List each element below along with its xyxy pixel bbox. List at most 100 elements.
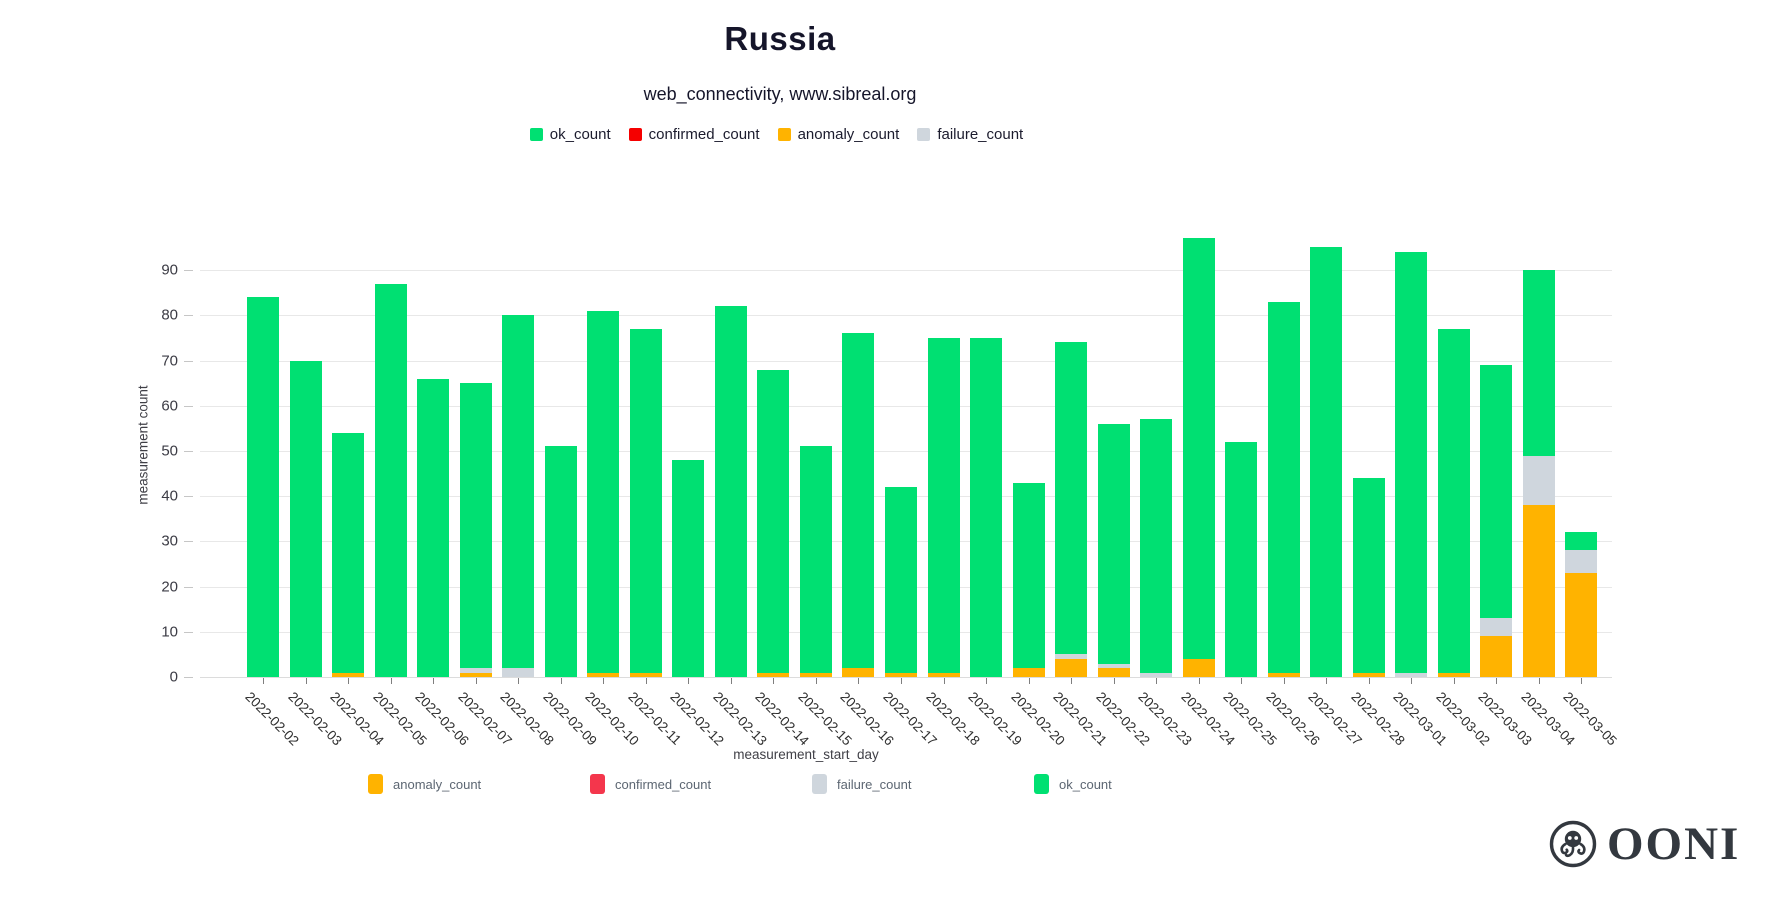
anomaly_count-segment[interactable]: [799, 672, 832, 677]
bar-2022-02-09[interactable]: [544, 446, 577, 677]
bar-2022-02-12[interactable]: [672, 459, 705, 677]
bar-2022-02-21[interactable]: [1055, 342, 1088, 677]
ok_count-segment[interactable]: [289, 360, 322, 677]
bar-2022-02-17[interactable]: [885, 487, 917, 677]
x-tick-mark: [263, 678, 264, 684]
top-legend: ok_count confirmed_count anomaly_count fail…: [0, 126, 1553, 143]
failure_count-segment[interactable]: [1395, 672, 1428, 677]
bar-2022-03-04[interactable]: [1522, 270, 1555, 677]
ok_count-segment[interactable]: [1565, 532, 1598, 551]
ok_count-segment[interactable]: [502, 315, 535, 668]
bar-2022-02-05[interactable]: [374, 283, 407, 677]
bar-2022-02-18[interactable]: [927, 337, 960, 677]
bar-2022-02-04[interactable]: [332, 432, 365, 677]
ok_count-segment[interactable]: [1055, 342, 1088, 655]
anomaly_count-segment[interactable]: [629, 672, 662, 677]
failure_count-segment[interactable]: [502, 668, 535, 677]
anomaly_count-segment[interactable]: [459, 672, 492, 677]
failure_count-segment[interactable]: [459, 668, 492, 673]
failure_count-segment[interactable]: [1565, 550, 1598, 573]
bar-2022-03-03[interactable]: [1480, 365, 1513, 677]
anomaly_count-segment[interactable]: [1012, 668, 1045, 677]
bar-2022-02-06[interactable]: [417, 378, 450, 677]
ok_count-segment[interactable]: [714, 306, 747, 677]
x-tick-mark: [1071, 678, 1073, 684]
x-tick-mark: [1156, 678, 1158, 684]
bar-2022-03-01[interactable]: [1395, 252, 1428, 677]
ok_count-segment[interactable]: [1267, 301, 1300, 673]
anomaly_count-segment[interactable]: [1267, 672, 1300, 677]
ok_count-segment[interactable]: [1182, 238, 1215, 659]
bar-2022-02-19[interactable]: [970, 337, 1002, 677]
anomaly_count-segment[interactable]: [927, 672, 960, 677]
chart-title: Russia: [724, 20, 836, 57]
bar-2022-02-23[interactable]: [1140, 419, 1173, 677]
failure_count-segment[interactable]: [1480, 618, 1513, 637]
failure_count-segment[interactable]: [1055, 654, 1088, 659]
anomaly_count-segment[interactable]: [1182, 658, 1215, 677]
bar-2022-02-11[interactable]: [629, 328, 662, 677]
ok_count-segment[interactable]: [1012, 482, 1045, 668]
bar-2022-02-28[interactable]: [1352, 478, 1385, 677]
ok_count-segment[interactable]: [1480, 365, 1513, 619]
ok_count-segment[interactable]: [544, 446, 577, 677]
ok_count-segment[interactable]: [587, 310, 620, 673]
ok_count-segment[interactable]: [1437, 328, 1470, 673]
failure_count-segment[interactable]: [1522, 455, 1555, 506]
bar-2022-02-26[interactable]: [1267, 301, 1300, 677]
anomaly_count-segment[interactable]: [1097, 668, 1130, 677]
ok_count-segment[interactable]: [970, 337, 1002, 677]
ok_count-segment[interactable]: [927, 337, 960, 673]
bar-2022-02-25[interactable]: [1225, 441, 1258, 677]
ok_count-segment[interactable]: [1310, 247, 1343, 677]
x-tick-mark: [560, 678, 562, 684]
bar-2022-02-22[interactable]: [1097, 423, 1130, 677]
ok_count-segment[interactable]: [842, 333, 875, 668]
bar-2022-02-27[interactable]: [1310, 247, 1343, 677]
ok_count-segment[interactable]: [417, 378, 450, 677]
ok_count-segment[interactable]: [247, 297, 279, 677]
bar-2022-03-05[interactable]: [1565, 532, 1598, 677]
ok_count-segment[interactable]: [629, 328, 662, 673]
anomaly_count-segment[interactable]: [885, 672, 917, 677]
bar-2022-02-24[interactable]: [1182, 238, 1215, 677]
ok_count-segment[interactable]: [1140, 419, 1173, 673]
ok_count-segment[interactable]: [332, 432, 365, 673]
ok_count-segment[interactable]: [459, 383, 492, 668]
bar-2022-03-02[interactable]: [1437, 328, 1470, 677]
anomaly_count-segment[interactable]: [1352, 672, 1385, 677]
ok_count-segment[interactable]: [1097, 423, 1130, 664]
anomaly_count-segment[interactable]: [1480, 636, 1513, 677]
anomaly_count-segment[interactable]: [757, 672, 790, 677]
ok_count-segment[interactable]: [885, 487, 917, 673]
failure_count-segment[interactable]: [1140, 672, 1173, 677]
failure_count-segment[interactable]: [1097, 663, 1130, 668]
x-tick-mark: [1113, 678, 1115, 684]
anomaly_count-segment[interactable]: [1437, 672, 1470, 677]
ok_count-segment[interactable]: [1395, 252, 1428, 673]
anomaly_count-segment[interactable]: [1565, 573, 1598, 677]
bar-2022-02-20[interactable]: [1012, 482, 1045, 677]
bar-2022-02-13[interactable]: [714, 306, 747, 677]
bar-2022-02-07[interactable]: [459, 383, 492, 677]
ok_count-segment[interactable]: [799, 446, 832, 673]
bar-2022-02-14[interactable]: [757, 369, 790, 677]
bar-2022-02-10[interactable]: [587, 310, 620, 677]
bar-2022-02-02[interactable]: [247, 297, 279, 677]
bar-2022-02-16[interactable]: [842, 333, 875, 677]
bar-2022-02-03[interactable]: [289, 360, 322, 677]
bar-2022-02-15[interactable]: [799, 446, 832, 677]
ok_count-segment[interactable]: [1522, 270, 1555, 456]
anomaly_count-segment[interactable]: [587, 672, 620, 677]
ok_count-segment[interactable]: [672, 459, 705, 677]
bar-2022-02-08[interactable]: [502, 315, 535, 677]
anomaly_count-segment[interactable]: [1055, 658, 1088, 677]
anomaly_count-segment[interactable]: [1522, 505, 1555, 677]
ok_count-segment[interactable]: [1225, 441, 1258, 677]
ok_count-segment[interactable]: [374, 283, 407, 677]
ok_count-segment[interactable]: [1352, 478, 1385, 673]
anomaly_count-segment[interactable]: [842, 668, 875, 677]
ok_count-segment[interactable]: [757, 369, 790, 673]
anomaly_count-segment[interactable]: [332, 672, 365, 677]
x-tick-mark: [348, 678, 350, 684]
